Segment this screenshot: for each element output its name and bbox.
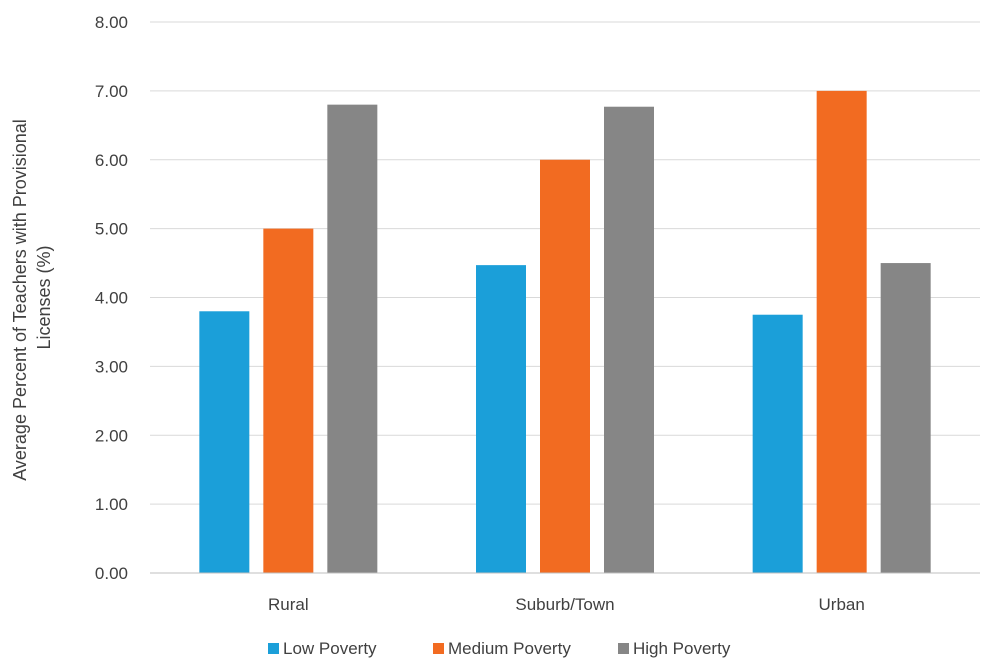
bar-high-poverty-rural	[327, 104, 378, 574]
y-axis-ticks: 0.00 1.00 2.00 3.00 4.00 5.00 6.00 7.00 8.00	[95, 13, 128, 583]
legend-swatch-low-poverty	[268, 643, 279, 654]
y-tick-label: 1.00	[95, 495, 128, 514]
bar-high-poverty-urban	[880, 263, 931, 573]
y-tick-label: 5.00	[95, 220, 128, 239]
bar-medium-poverty-suburb-town	[540, 159, 590, 573]
bar-low-poverty-urban	[752, 314, 803, 573]
y-tick-label: 8.00	[95, 13, 128, 32]
y-tick-label: 4.00	[95, 289, 128, 308]
y-axis-title-line-2: Licenses (%)	[34, 245, 54, 349]
bar-high-poverty-suburb-town	[604, 106, 654, 573]
legend-swatch-high-poverty	[618, 643, 629, 654]
y-tick-label: 3.00	[95, 357, 128, 376]
legend-label: High Poverty	[633, 639, 731, 658]
legend-swatch-medium-poverty	[433, 643, 444, 654]
category-label: Suburb/Town	[515, 595, 614, 614]
category-labels: Rural Suburb/Town Urban	[268, 595, 865, 614]
bar-medium-poverty-rural	[263, 228, 314, 573]
y-axis-title: Average Percent of Teachers with Provisi…	[10, 114, 54, 481]
category-label: Rural	[268, 595, 309, 614]
bar-low-poverty-rural	[199, 311, 250, 573]
bar-low-poverty-suburb-town	[476, 265, 526, 573]
legend-label: Low Poverty	[283, 639, 377, 658]
legend-label: Medium Poverty	[448, 639, 571, 658]
bar-medium-poverty-urban	[816, 90, 867, 573]
y-tick-label: 6.00	[95, 151, 128, 170]
y-tick-label: 2.00	[95, 426, 128, 445]
y-axis-title-line-1: Average Percent of Teachers with Provisi…	[10, 119, 30, 481]
category-label: Urban	[819, 595, 865, 614]
legend: Low Poverty Medium Poverty High Poverty	[268, 639, 731, 658]
bars	[199, 90, 931, 574]
y-tick-label: 0.00	[95, 564, 128, 583]
y-tick-label: 7.00	[95, 82, 128, 101]
